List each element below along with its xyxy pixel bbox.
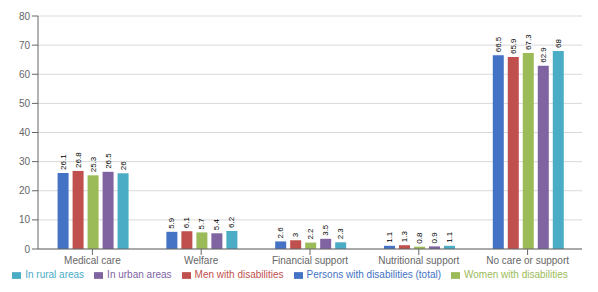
svg-text:66.5: 66.5 (494, 36, 503, 52)
svg-text:40: 40 (19, 127, 31, 138)
svg-text:25.3: 25.3 (89, 156, 98, 172)
svg-text:3: 3 (291, 232, 300, 237)
svg-text:26.1: 26.1 (59, 154, 68, 170)
svg-text:50: 50 (19, 98, 31, 109)
svg-text:30: 30 (19, 156, 31, 167)
html-text:In urban areas: In urban areas (107, 269, 172, 280)
svg-text:70: 70 (19, 40, 31, 51)
svg-text:65.9: 65.9 (509, 38, 518, 54)
svg-text:1.1: 1.1 (445, 231, 454, 243)
svg-text:10: 10 (19, 214, 31, 225)
html-text:In rural areas: In rural areas (25, 269, 85, 280)
svg-text:0.9: 0.9 (430, 232, 439, 244)
svg-text:Financial support: Financial support (272, 255, 348, 266)
svg-text:5.4: 5.4 (212, 219, 221, 231)
svg-text:1.1: 1.1 (385, 231, 394, 243)
svg-text:No care or support: No care or support (486, 255, 569, 266)
svg-text:20: 20 (19, 185, 31, 196)
svg-text:6.1: 6.1 (182, 217, 191, 229)
svg-text:6.2: 6.2 (227, 216, 236, 228)
svg-text:68: 68 (554, 39, 563, 48)
svg-text:62.9: 62.9 (539, 47, 548, 63)
svg-text:Nutritional support: Nutritional support (378, 255, 459, 266)
svg-text:26.5: 26.5 (104, 153, 113, 169)
svg-text:26: 26 (119, 161, 128, 170)
svg-text:2.2: 2.2 (306, 228, 315, 240)
svg-text:2.3: 2.3 (336, 228, 345, 240)
svg-text:67.3: 67.3 (524, 34, 533, 50)
svg-text:0.8: 0.8 (415, 232, 424, 244)
svg-text:80: 80 (19, 11, 31, 22)
svg-text:26.8: 26.8 (74, 152, 83, 168)
svg-text:0: 0 (24, 244, 30, 255)
svg-text:Welfare: Welfare (184, 255, 219, 266)
html-text:Persons with disabilities (tot: Persons with disabilities (total) (306, 269, 441, 280)
svg-text:5.7: 5.7 (197, 218, 206, 230)
svg-text:2.6: 2.6 (276, 227, 285, 239)
svg-text:5.9: 5.9 (167, 217, 176, 229)
html-text:Women with disabilities: Women with disabilities (464, 269, 568, 280)
html-text:Men with disabilities: Men with disabilities (194, 269, 284, 280)
svg-text:3.5: 3.5 (321, 224, 330, 236)
svg-text:Medical care: Medical care (64, 255, 121, 266)
svg-text:1.3: 1.3 (400, 231, 409, 243)
svg-text:60: 60 (19, 69, 31, 80)
